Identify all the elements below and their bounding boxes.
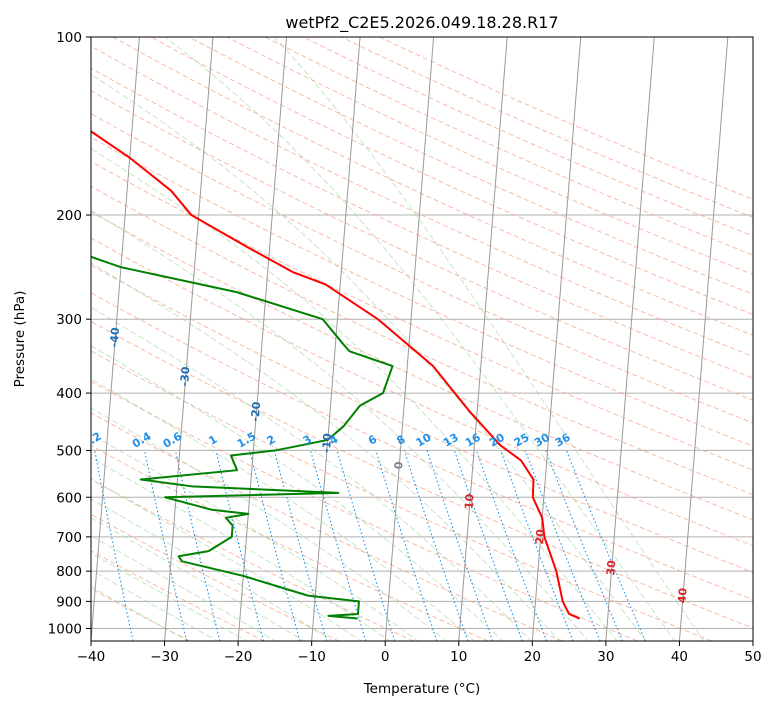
moist-adiabat [91, 498, 334, 641]
dry-adiabat [91, 350, 712, 641]
moist-adiabat [91, 73, 647, 641]
isotherm [458, 37, 508, 641]
moist-adiabat [91, 586, 190, 641]
x-tick-label: −30 [150, 649, 179, 665]
mixing-ratio-line [475, 450, 548, 641]
dry-adiabat [91, 67, 753, 379]
isotherm-label: 40 [675, 587, 689, 604]
x-tick-label: 50 [744, 649, 761, 665]
x-tick-label: −40 [77, 649, 106, 665]
isotherm-label: 30 [604, 559, 618, 576]
moist-adiabat [91, 456, 391, 641]
dry-adiabat [91, 550, 265, 641]
isotherm-label: -30 [178, 366, 193, 387]
isotherm [531, 37, 582, 641]
isotherm [384, 37, 435, 641]
dry-adiabat [188, 37, 753, 295]
dry-adiabat [91, 444, 489, 641]
temperature-profile-line [91, 130, 581, 620]
mixing-ratio-line [215, 450, 265, 641]
isotherm-label: 0 [392, 461, 406, 470]
isotherm-label: -10 [320, 432, 335, 453]
dry-adiabat [91, 292, 753, 601]
moist-adiabat [91, 517, 306, 641]
moist-adiabat [91, 262, 561, 641]
isotherm [91, 37, 140, 641]
y-tick-label: 1000 [48, 621, 82, 637]
mixing-ratio-line [309, 450, 367, 641]
mixing-ratio-line [426, 450, 494, 641]
moist-adiabat [164, 37, 676, 641]
dry-adiabat [91, 211, 753, 521]
mixing-ratio-line [500, 450, 574, 641]
x-tick-label: −10 [297, 649, 326, 665]
mixing-ratio-line [524, 450, 601, 641]
moist-adiabat [91, 210, 589, 641]
y-tick-label: 800 [56, 564, 82, 580]
dry-adiabat [91, 45, 753, 357]
dry-adiabat [91, 412, 563, 641]
y-tick-label: 400 [56, 386, 82, 402]
x-tick-label: 40 [671, 649, 688, 665]
dry-adiabat [91, 237, 753, 547]
isotherm [678, 37, 729, 641]
mixing-ratio-line [375, 450, 438, 641]
y-tick-label: 900 [56, 594, 82, 610]
y-tick-label: 200 [56, 208, 82, 224]
dry-adiabat [91, 185, 753, 496]
dry-adiabat [91, 380, 638, 641]
y-tick-label: 300 [56, 312, 82, 328]
chart-grid [91, 37, 753, 641]
mixing-ratio-line [545, 450, 624, 641]
x-tick-label: 10 [450, 649, 467, 665]
y-tick-label: 700 [56, 530, 82, 546]
x-axis-title: Temperature (°C) [363, 681, 481, 697]
isotherm [164, 37, 214, 641]
y-axis-title: Pressure (hPa) [12, 291, 28, 388]
isotherm-label: 10 [462, 493, 476, 510]
moist-adiabat [91, 148, 618, 641]
dry-adiabat [150, 37, 753, 316]
mixing-ratio-line [249, 450, 301, 641]
y-tick-label: 600 [56, 490, 82, 506]
moist-adiabat [91, 535, 277, 641]
x-tick-label: 30 [597, 649, 614, 665]
moist-adiabat [91, 306, 532, 641]
x-axis: −40 −30 −20 −10 0 10 20 30 40 50 [77, 641, 762, 665]
y-tick-label: 100 [56, 30, 82, 46]
chart-title: wetPf2_C2E5.2026.049.18.28.R17 [285, 13, 558, 33]
moist-adiabat [91, 569, 219, 641]
dry-adiabat [112, 37, 753, 336]
isotherm [237, 37, 288, 641]
dry-adiabat [91, 320, 753, 629]
mixing-ratio-line [144, 450, 188, 641]
mixing-ratio-line [453, 450, 523, 641]
isotherm-label: -40 [108, 327, 123, 348]
x-tick-label: 20 [524, 649, 541, 665]
mixing-ratio-line [403, 450, 469, 641]
isotherm-label: 20 [533, 528, 547, 545]
isotherm [605, 37, 655, 641]
dewpoint-profile-line [91, 255, 394, 620]
moist-adiabat [91, 344, 504, 641]
plot-frame [90, 36, 754, 642]
isotherm-label: -20 [249, 401, 264, 422]
moist-adiabat [91, 478, 363, 641]
moist-adiabat [91, 552, 248, 641]
y-axis: 100 200 300 400 500 600 700 800 900 1000 [48, 30, 91, 637]
x-tick-label: 0 [381, 649, 390, 665]
moist-adiabat [274, 37, 705, 641]
mixing-ratio-line [174, 450, 221, 641]
dry-adiabat [91, 587, 190, 641]
isotherm [311, 37, 361, 641]
moist-adiabat [91, 378, 476, 641]
x-tick-label: −20 [224, 649, 253, 665]
dry-adiabat [91, 90, 753, 401]
chart-series [91, 130, 581, 620]
y-tick-label: 500 [56, 443, 82, 459]
